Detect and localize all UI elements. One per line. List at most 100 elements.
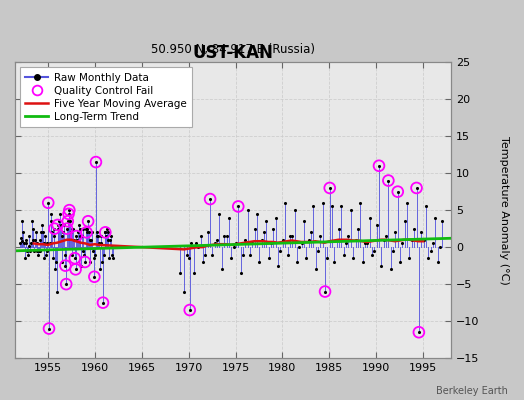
Point [96,266,104,272]
Point [72,233,81,239]
Point [281,200,289,206]
Point [82,226,90,232]
Point [398,240,407,247]
Point [64,211,73,217]
Point [106,236,114,243]
Point [230,244,238,250]
Point [50,226,59,232]
Point [373,222,381,228]
Point [71,266,80,272]
Point [253,211,261,217]
Point [94,233,103,239]
Point [56,211,64,217]
Point [187,240,195,247]
Point [83,226,92,232]
Point [354,226,362,232]
Point [208,251,216,258]
Point [33,248,41,254]
Point [410,226,418,232]
Point [286,233,294,239]
Point [45,325,53,332]
Point [293,259,301,265]
Point [274,262,282,269]
Point [241,236,249,243]
Point [365,214,374,221]
Point [180,288,189,295]
Point [246,251,254,258]
Point [304,236,313,243]
Point [32,240,41,247]
Point [377,262,386,269]
Point [96,240,105,247]
Point [323,255,332,262]
Point [78,233,86,239]
Point [335,226,343,232]
Point [81,259,89,265]
Point [50,226,59,232]
Point [53,222,62,228]
Point [260,229,268,236]
Point [86,259,95,265]
Point [92,159,100,165]
Point [79,226,87,232]
Point [76,233,84,239]
Point [44,200,52,206]
Point [352,236,360,243]
Point [192,240,200,247]
Point [88,229,96,236]
Point [391,229,400,236]
Point [337,203,346,210]
Point [311,266,320,272]
Point [49,233,58,239]
Point [59,229,67,236]
Point [232,240,240,247]
Point [387,266,395,272]
Point [39,229,47,236]
Point [99,300,107,306]
Point [66,218,74,224]
Point [276,248,285,254]
Point [363,240,372,247]
Point [68,251,76,258]
Point [21,240,30,247]
Point [206,196,214,202]
Point [108,251,116,258]
Point [182,251,191,258]
Point [26,248,35,254]
Point [368,251,376,258]
Point [103,226,111,232]
Point [298,240,306,247]
Point [71,255,79,262]
Point [225,214,233,221]
Point [90,274,99,280]
Point [82,229,91,236]
Point [265,255,273,262]
Point [63,218,72,224]
Point [35,248,43,254]
Point [300,218,308,224]
Point [199,259,208,265]
Point [201,251,210,258]
Point [412,185,421,191]
Point [95,240,103,247]
Point [42,248,51,254]
Point [316,233,324,239]
Point [262,218,270,224]
Point [106,233,115,239]
Point [401,218,409,224]
Point [330,259,339,265]
Point [384,177,392,184]
Point [248,240,257,247]
Point [342,240,351,247]
Point [107,244,116,250]
Point [52,288,61,295]
Point [81,259,89,265]
Point [222,233,231,239]
Point [23,248,31,254]
Point [321,288,329,295]
Point [239,251,247,258]
Point [38,222,46,228]
Point [68,226,77,232]
Point [62,281,70,287]
Point [34,251,42,258]
